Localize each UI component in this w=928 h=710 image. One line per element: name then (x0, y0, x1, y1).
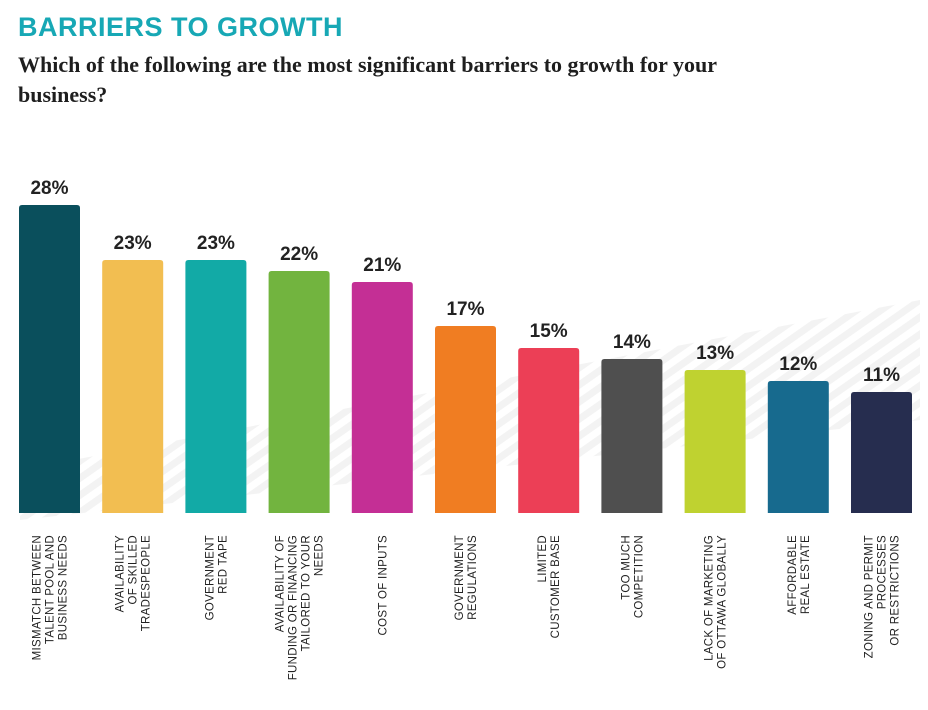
category-label-line: MISMATCH BETWEEN (32, 535, 44, 660)
category-label: AVAILABILITY OF SKILLED TRADESPEOPLE (115, 535, 153, 631)
category-label-line: CUSTOMER BASE (550, 535, 562, 638)
bar (851, 392, 912, 513)
category-label-line: TAILORED TO YOUR (301, 535, 313, 651)
bar-value-label: 23% (114, 233, 152, 254)
category-label-line: LIMITED (537, 535, 549, 582)
bar-value-label: 13% (696, 343, 734, 364)
category-label-line: COMPETITION (633, 535, 645, 618)
category-label-line: FUNDING OR FINANCING (288, 535, 300, 680)
bar (102, 260, 164, 513)
bar (518, 348, 580, 513)
category-label-line: LACK OF MARKETING (704, 535, 716, 661)
bar (268, 271, 330, 513)
category-label: LIMITED CUSTOMER BASE (537, 535, 562, 638)
category-label: AFFORDABLE REAL ESTATE (787, 535, 812, 615)
category-label: MISMATCH BETWEEN TALENT POOL AND BUSINESS … (32, 535, 70, 660)
section-title: BARRIERS TO GROWTH (18, 12, 343, 42)
bar (601, 359, 663, 513)
bar (435, 326, 496, 513)
category-label-line: BUSINESS NEEDS (58, 535, 70, 640)
category-label: ZONING AND PERMIT PROCESSES OR RESTRICTION… (864, 535, 902, 658)
category-label-line: REAL ESTATE (800, 535, 812, 614)
category-label-line: OF SKILLED (128, 535, 140, 604)
survey-question: Which of the following are the most sign… (18, 52, 717, 107)
bar (767, 381, 829, 513)
category-label-line: OF OTTAWA GLOBALLY (717, 535, 729, 669)
category-label: TOO MUCH COMPETITION (620, 535, 645, 618)
category-label: GOVERNMENT REGULATIONS (454, 535, 479, 620)
category-label-line: COST OF INPUTS (377, 535, 389, 635)
bar (19, 205, 80, 513)
category-label: LACK OF MARKETING OF OTTAWA GLOBALLY (704, 535, 729, 669)
category-label-line: AVAILABILITY (115, 535, 127, 612)
bar (351, 282, 413, 513)
bar-value-label: 21% (363, 255, 401, 276)
bar-value-label: 23% (197, 233, 235, 254)
category-label-line: TOO MUCH (620, 535, 632, 600)
category-label-line: AVAILABILITY OF (275, 535, 287, 632)
category-label-line: GOVERNMENT (204, 535, 216, 620)
bar (185, 260, 247, 513)
category-label-line: TRADESPEOPLE (141, 535, 153, 631)
bar-value-label: 17% (446, 299, 484, 320)
category-label-line: TALENT POOL AND (45, 535, 57, 644)
category-label: COST OF INPUTS (377, 535, 389, 635)
category-label-line: OR RESTRICTIONS (890, 535, 902, 646)
category-label-line: NEEDS (314, 535, 326, 576)
bar-value-label: 15% (530, 321, 568, 342)
bar-value-label: 12% (779, 354, 817, 375)
bar-value-label: 14% (613, 332, 651, 353)
category-label-line: ZONING AND PERMIT (864, 535, 876, 658)
category-label: GOVERNMENT RED TAPE (204, 535, 229, 620)
category-label-line: AFFORDABLE (787, 535, 799, 615)
category-label-line: PROCESSES (877, 535, 889, 609)
category-label: AVAILABILITY OF FUNDING OR FINANCING TAILO… (275, 535, 326, 680)
bar-value-label: 22% (280, 244, 318, 265)
category-label-line: REGULATIONS (467, 535, 479, 620)
category-label-line: RED TAPE (217, 535, 229, 594)
bar-value-label: 11% (863, 365, 900, 386)
category-label-line: GOVERNMENT (454, 535, 466, 620)
bar-value-label: 28% (30, 178, 68, 199)
bar (684, 370, 746, 513)
